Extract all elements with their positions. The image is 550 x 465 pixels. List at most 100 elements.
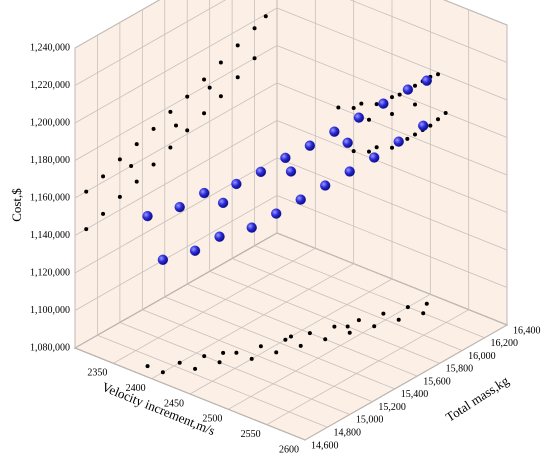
x-tick-label: 2400 bbox=[126, 383, 146, 394]
projection-point bbox=[413, 102, 417, 107]
projection-point bbox=[289, 334, 293, 339]
point bbox=[369, 152, 380, 163]
projection-point bbox=[168, 145, 173, 150]
projection-point bbox=[367, 117, 371, 122]
z-tick-label: 1,200,000 bbox=[30, 117, 70, 128]
projection-point bbox=[258, 344, 263, 349]
z-grid-line bbox=[74, 45, 278, 161]
grid bbox=[74, 0, 508, 441]
projection-point bbox=[218, 94, 223, 99]
y-tick-label: 14,800 bbox=[333, 428, 361, 439]
projection-point bbox=[436, 117, 440, 122]
points bbox=[142, 75, 432, 265]
projection-point bbox=[323, 337, 328, 342]
projection-point bbox=[117, 157, 122, 162]
projection-point bbox=[428, 123, 433, 128]
y-tick-label: 15,000 bbox=[356, 415, 384, 426]
projection-point bbox=[374, 102, 379, 107]
point bbox=[157, 254, 169, 265]
z-tick-label: 1,180,000 bbox=[30, 155, 70, 166]
z-tick-label: 1,100,000 bbox=[30, 305, 70, 316]
y-axis-title: Total mass,kg bbox=[443, 373, 512, 425]
projection-point bbox=[372, 324, 377, 329]
z-tick-label: 1,160,000 bbox=[30, 192, 70, 203]
projection-point bbox=[263, 14, 268, 19]
y-tick-label: 15,800 bbox=[446, 364, 474, 375]
projection-point bbox=[351, 106, 356, 111]
projection-point bbox=[347, 330, 352, 335]
point bbox=[189, 245, 201, 256]
projection-point bbox=[381, 311, 386, 316]
point bbox=[329, 126, 340, 137]
point bbox=[295, 194, 306, 205]
z-tick-label: 1,120,000 bbox=[30, 267, 70, 278]
point bbox=[320, 180, 331, 191]
projection-point bbox=[351, 149, 356, 154]
x-tick-label: 2550 bbox=[241, 429, 261, 440]
point bbox=[378, 98, 389, 109]
point bbox=[280, 152, 291, 163]
projection-point bbox=[168, 109, 173, 114]
x-tick-label: 2350 bbox=[87, 368, 107, 379]
projection-point bbox=[252, 56, 257, 61]
x-grid-line bbox=[304, 324, 508, 441]
projection-point bbox=[424, 301, 429, 306]
y-grid-line bbox=[276, 232, 508, 326]
projection-point bbox=[274, 350, 279, 355]
x-tick-label: 2450 bbox=[164, 398, 184, 409]
projection-point bbox=[390, 95, 394, 100]
point bbox=[418, 120, 429, 131]
projection-point bbox=[235, 43, 240, 48]
point bbox=[231, 178, 242, 190]
projection-point bbox=[436, 72, 440, 77]
x-grid-line bbox=[113, 247, 316, 364]
z-axis-title: Cost,$ bbox=[9, 188, 24, 222]
z-grid-line bbox=[74, 7, 278, 124]
point bbox=[271, 208, 282, 219]
projection-point bbox=[101, 211, 106, 216]
z-grid-line bbox=[74, 232, 278, 349]
projection-point bbox=[390, 112, 394, 116]
x-tick-label: 2600 bbox=[279, 444, 299, 455]
point bbox=[214, 231, 225, 242]
point bbox=[421, 75, 432, 86]
y-grid-line bbox=[187, 283, 418, 377]
projection-point bbox=[336, 105, 341, 110]
z-tick-label: 1,140,000 bbox=[30, 230, 70, 241]
projection-point bbox=[129, 164, 134, 169]
point bbox=[344, 166, 355, 177]
projection-point bbox=[134, 142, 139, 147]
projection-point bbox=[202, 354, 207, 359]
projection-point bbox=[374, 145, 379, 150]
point bbox=[353, 112, 365, 123]
projection-point bbox=[217, 360, 222, 365]
y-grid-line bbox=[231, 258, 463, 351]
point bbox=[199, 187, 210, 199]
projection-point bbox=[405, 136, 410, 141]
y-tick-label: 15,600 bbox=[423, 376, 451, 387]
projection-point bbox=[202, 77, 207, 82]
projection-point bbox=[249, 356, 254, 361]
y-tick-label: 16,400 bbox=[513, 325, 541, 336]
point bbox=[393, 136, 404, 147]
projection-point bbox=[356, 318, 361, 323]
projection-point bbox=[345, 324, 350, 329]
point bbox=[304, 140, 316, 151]
z-grid-line bbox=[74, 0, 226, 86]
z-tick-label: 1,220,000 bbox=[30, 80, 70, 91]
z-grid-line bbox=[74, 120, 278, 236]
z-tick-label: 1,080,000 bbox=[30, 342, 70, 353]
projection-point bbox=[151, 126, 156, 131]
point bbox=[342, 137, 353, 148]
point bbox=[285, 166, 297, 177]
projection-point bbox=[298, 343, 303, 348]
projection-point bbox=[397, 92, 402, 97]
projections bbox=[84, 14, 448, 375]
x-grid-line bbox=[228, 293, 431, 410]
projection-point bbox=[367, 149, 371, 154]
projection-point bbox=[421, 311, 426, 316]
y-tick-label: 16,000 bbox=[468, 351, 496, 362]
y-grid-line bbox=[142, 309, 373, 403]
projection-point bbox=[207, 85, 212, 90]
